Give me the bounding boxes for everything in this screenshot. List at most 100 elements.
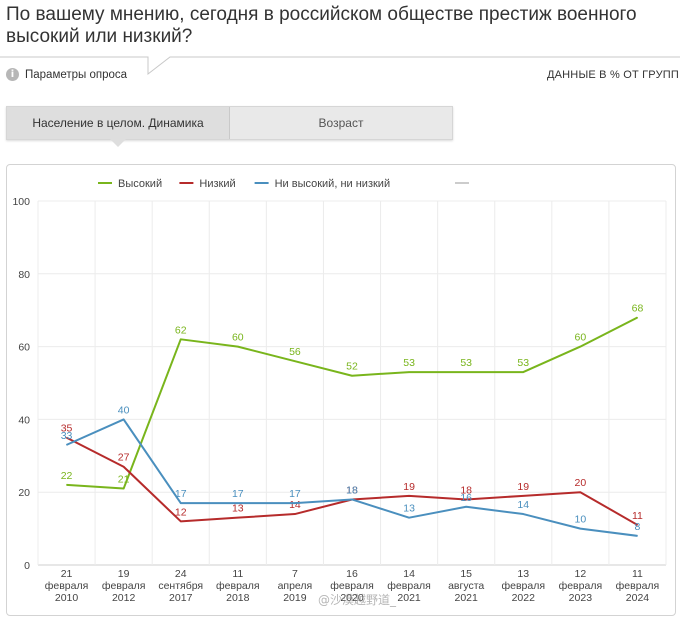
x-tick-label: 19 [118,568,130,580]
data-label: 68 [632,302,644,314]
data-label: 53 [403,357,415,369]
data-point [294,513,296,515]
data-label: 60 [575,332,587,344]
legend-label: Ни высокий, ни низкий [275,178,391,190]
data-label: 14 [517,499,529,511]
data-point [294,360,296,362]
x-tick-label: 2017 [169,592,193,604]
y-tick-label: 60 [18,342,30,354]
data-point [66,484,68,486]
data-label: 60 [232,332,244,344]
x-tick-label: февраля [501,580,545,592]
data-label: 52 [346,361,358,373]
data-point [123,488,125,490]
y-tick-label: 0 [24,560,30,572]
data-label: 17 [232,488,244,500]
y-tick-label: 100 [12,196,30,208]
data-label: 22 [61,470,73,482]
data-point [180,502,182,504]
x-tick-label: 2012 [112,592,136,604]
data-label: 18 [346,484,358,496]
data-label: 56 [289,346,301,358]
x-tick-label: 24 [175,568,187,580]
data-label: 19 [517,481,529,493]
data-point [408,517,410,519]
data-label: 18 [460,484,472,496]
legend-label: Низкий [199,178,235,190]
info-icon: i [6,68,19,81]
y-tick-label: 20 [18,487,30,499]
x-tick-label: 2020 [340,592,364,604]
data-label: 14 [289,499,301,511]
x-tick-label: 13 [517,568,529,580]
data-label: 8 [635,521,641,533]
x-tick-label: апреля [278,580,313,592]
data-label: 19 [403,481,415,493]
data-point [579,346,581,348]
data-point [351,375,353,377]
data-point [66,437,68,439]
y-tick-label: 40 [18,414,30,426]
data-label: 11 [632,510,643,522]
data-point [66,444,68,446]
tab-age[interactable]: Возраст [318,116,364,130]
y-tick-label: 80 [18,269,30,281]
x-tick-label: 2022 [512,592,536,604]
x-tick-label: 2024 [626,592,650,604]
x-tick-label: февраля [559,580,603,592]
x-tick-label: 2021 [397,592,421,604]
tab-population-dynamics[interactable]: Население в целом. Динамика [7,107,230,139]
data-label: 20 [575,477,587,489]
x-tick-label: 2019 [283,592,307,604]
x-tick-label: февраля [45,580,89,592]
data-label: 18 [346,484,358,496]
data-point [579,528,581,530]
x-tick-label: августа [448,580,484,592]
data-point [237,346,239,348]
data-point [636,535,638,537]
data-point [522,371,524,373]
data-label: 21 [118,474,130,486]
data-label: 40 [118,404,130,416]
x-tick-label: 2010 [55,592,79,604]
data-label: 16 [460,492,472,504]
data-label: 33 [61,430,73,442]
x-tick-label: 2021 [455,592,479,604]
survey-params-label: Параметры опроса [25,68,128,81]
data-point [579,491,581,493]
x-tick-label: 14 [403,568,415,580]
x-tick-label: 21 [61,568,73,580]
data-point [522,513,524,515]
data-label: 27 [118,452,130,464]
data-point [180,338,182,340]
x-tick-label: 2018 [226,592,250,604]
x-tick-label: февраля [330,580,374,592]
x-tick-label: февраля [616,580,660,592]
data-point [351,498,353,500]
data-point [294,502,296,504]
watermark: @沙漠越野道_ [318,593,397,607]
header-divider [0,56,680,76]
chart-panel [6,164,676,616]
x-tick-label: февраля [216,580,260,592]
data-point [237,502,239,504]
data-point [522,495,524,497]
data-point [465,506,467,508]
x-tick-label: сентября [158,580,203,592]
data-label: 12 [175,506,187,518]
data-label: 53 [460,357,472,369]
data-label: 17 [175,488,187,500]
data-point [123,466,125,468]
data-label: 10 [575,514,587,526]
x-tick-label: 2023 [569,592,593,604]
data-point [237,517,239,519]
data-label: 62 [175,324,187,336]
data-label: 53 [517,357,529,369]
x-tick-label: 11 [632,568,643,580]
x-tick-label: февраля [102,580,146,592]
survey-params-toggle[interactable]: i Параметры опроса [6,68,127,81]
data-label: 35 [61,423,73,435]
data-label: 17 [289,488,301,500]
survey-question-title: По вашему мнению, сегодня в российском о… [6,4,637,47]
